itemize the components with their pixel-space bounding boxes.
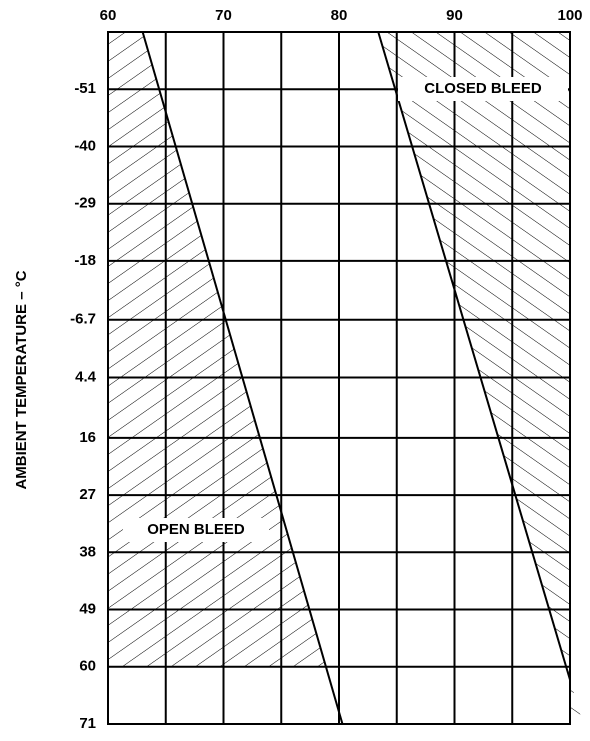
x-tick-label: 80 bbox=[331, 7, 348, 24]
y-tick-label: -29 bbox=[74, 195, 96, 212]
y-tick-label: 38 bbox=[79, 543, 96, 560]
y-tick-label: -18 bbox=[74, 252, 96, 269]
boundary-line bbox=[141, 31, 344, 725]
y-tick-label: 27 bbox=[79, 486, 96, 503]
y-tick-label: 16 bbox=[79, 429, 96, 446]
annotation: OPEN BLEED bbox=[147, 521, 245, 538]
y-tick-label: 4.4 bbox=[75, 368, 97, 385]
y-tick-label: 60 bbox=[79, 658, 96, 675]
x-tick-label: 90 bbox=[446, 7, 463, 24]
plot-border bbox=[107, 31, 571, 725]
x-tick-label: 60 bbox=[100, 7, 117, 24]
annotation: CLOSED BLEED bbox=[424, 80, 542, 97]
y-tick-label: 71 bbox=[79, 715, 96, 732]
y-tick-label: 49 bbox=[79, 601, 96, 618]
x-tick-label: 100 bbox=[557, 7, 582, 24]
y-axis-label: AMBIENT TEMPERATURE – °C bbox=[13, 270, 30, 489]
boundary-line bbox=[377, 31, 571, 681]
annotation-bg bbox=[398, 77, 568, 101]
hatch-region bbox=[108, 32, 326, 667]
y-tick-label: -6.7 bbox=[70, 311, 96, 328]
x-tick-label: 70 bbox=[215, 7, 232, 24]
annotation-bg bbox=[123, 518, 269, 542]
y-tick-label: -51 bbox=[74, 80, 96, 97]
y-tick-label: -40 bbox=[74, 137, 96, 154]
